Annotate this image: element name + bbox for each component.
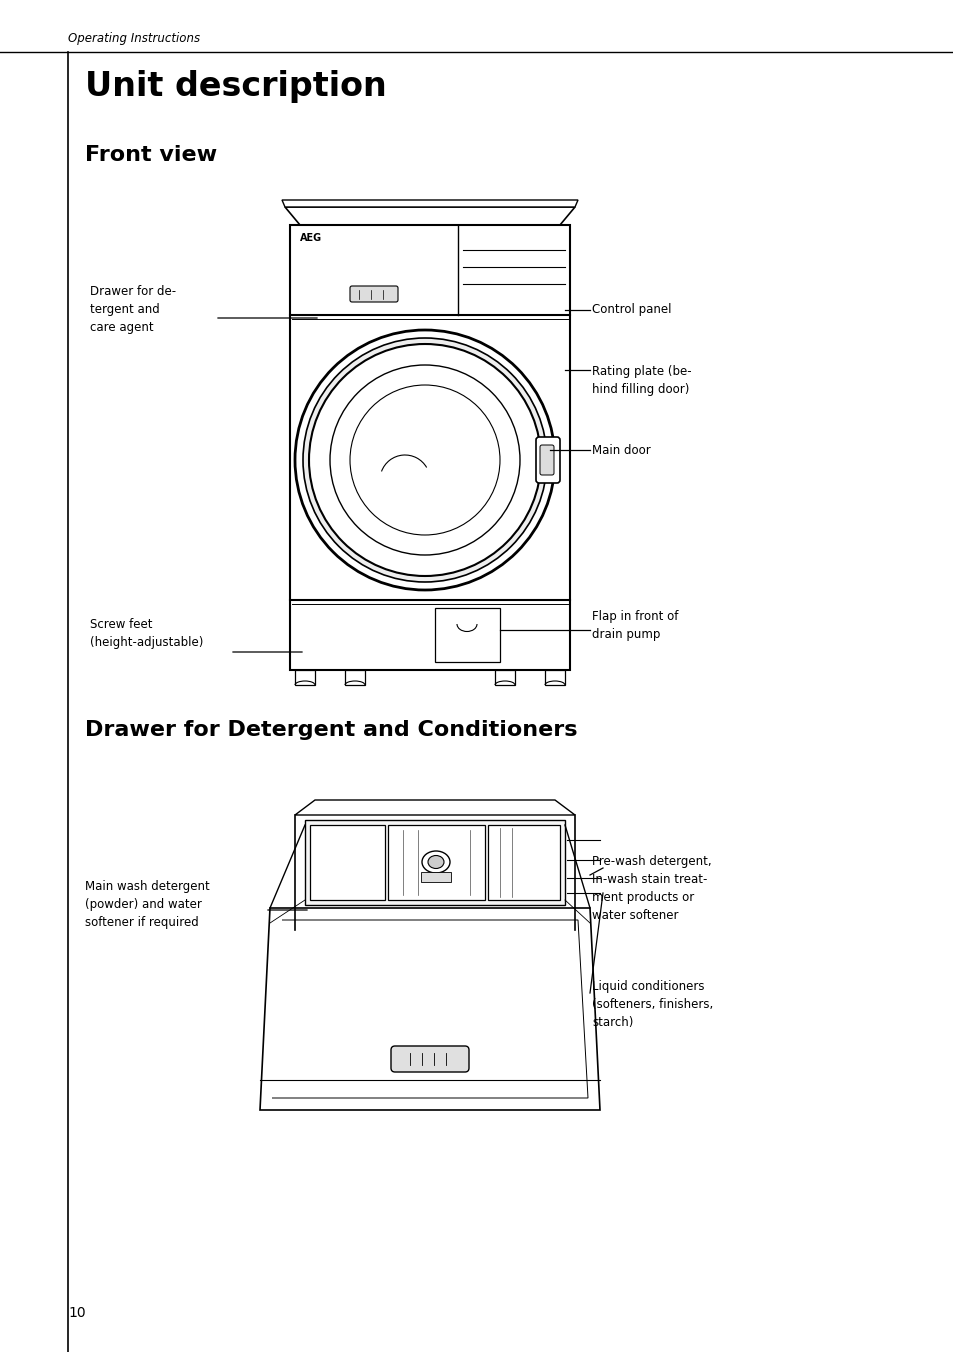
Ellipse shape	[294, 330, 555, 589]
Bar	[488, 825, 559, 900]
Text: 10: 10	[68, 1306, 86, 1320]
FancyBboxPatch shape	[350, 287, 397, 301]
Text: Unit description: Unit description	[85, 70, 386, 103]
Polygon shape	[282, 200, 578, 207]
Polygon shape	[260, 909, 599, 1110]
FancyBboxPatch shape	[539, 445, 554, 475]
FancyBboxPatch shape	[391, 1046, 469, 1072]
Polygon shape	[294, 800, 575, 815]
Ellipse shape	[428, 856, 443, 868]
Bar	[294, 671, 314, 685]
Text: Flap in front of
drain pump: Flap in front of drain pump	[592, 610, 678, 641]
Bar	[420, 872, 451, 882]
Text: Main door: Main door	[592, 443, 650, 457]
Text: Front view: Front view	[85, 145, 217, 165]
Ellipse shape	[330, 365, 519, 556]
Text: Operating Instructions: Operating Instructions	[68, 32, 200, 45]
Ellipse shape	[350, 385, 499, 535]
Bar	[345, 671, 365, 685]
Bar	[435, 608, 499, 662]
Ellipse shape	[309, 343, 540, 576]
Bar	[544, 671, 564, 685]
Bar	[290, 224, 569, 671]
Polygon shape	[285, 207, 575, 224]
Ellipse shape	[421, 850, 450, 873]
FancyBboxPatch shape	[536, 437, 559, 483]
Text: Rating plate (be-
hind filling door): Rating plate (be- hind filling door)	[592, 365, 691, 396]
Text: Screw feet
(height-adjustable): Screw feet (height-adjustable)	[90, 618, 203, 649]
Text: Drawer for Detergent and Conditioners: Drawer for Detergent and Conditioners	[85, 721, 577, 740]
Text: Drawer for de-
tergent and
care agent: Drawer for de- tergent and care agent	[90, 285, 176, 334]
Ellipse shape	[303, 338, 546, 581]
Text: Pre-wash detergent,
In-wash stain treat-
ment products or
water softener: Pre-wash detergent, In-wash stain treat-…	[592, 854, 711, 922]
Text: Control panel: Control panel	[592, 303, 671, 316]
Bar	[495, 671, 515, 685]
Bar	[305, 821, 564, 904]
Text: Main wash detergent
(powder) and water
softener if required: Main wash detergent (powder) and water s…	[85, 880, 210, 929]
Bar	[310, 825, 385, 900]
Bar	[388, 825, 484, 900]
Text: AEG: AEG	[299, 233, 322, 243]
Text: Liquid conditioners
(softeners, finishers,
starch): Liquid conditioners (softeners, finisher…	[592, 980, 713, 1029]
